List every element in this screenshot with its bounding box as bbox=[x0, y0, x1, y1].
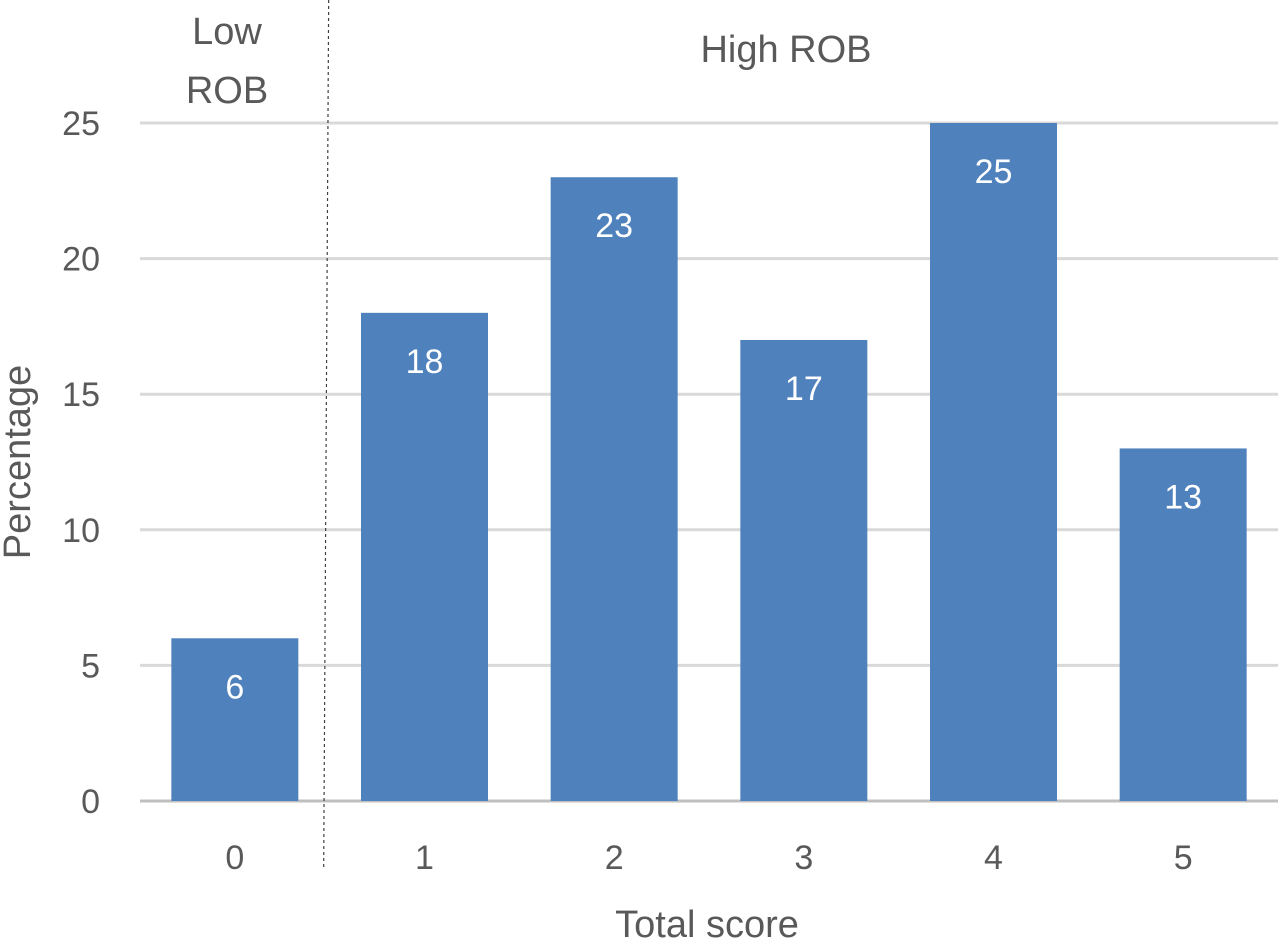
bar-3 bbox=[740, 339, 868, 801]
data-label-4: 25 bbox=[975, 153, 1013, 191]
y-axis-title: Percentage bbox=[0, 365, 39, 559]
x-tick-label-2: 2 bbox=[605, 839, 624, 877]
data-label-3: 17 bbox=[785, 370, 823, 408]
data-label-5: 13 bbox=[1164, 478, 1202, 516]
x-tick-label-1: 1 bbox=[415, 839, 434, 877]
x-tick-label-0: 0 bbox=[225, 839, 244, 877]
bar-5 bbox=[1119, 448, 1247, 801]
x-tick-label-3: 3 bbox=[794, 839, 813, 877]
bar-4 bbox=[930, 123, 1057, 801]
y-tick-label-15: 15 bbox=[62, 376, 100, 414]
y-tick-label-5: 5 bbox=[81, 647, 100, 685]
data-label-2: 23 bbox=[595, 207, 633, 245]
data-label-1: 18 bbox=[406, 343, 444, 381]
data-label-0: 6 bbox=[225, 668, 244, 706]
x-tick-label-4: 4 bbox=[984, 839, 1003, 877]
annotations: Low ROB High ROB bbox=[186, 0, 872, 871]
y-tick-label-25: 25 bbox=[62, 105, 100, 143]
x-axis-title: Total score bbox=[615, 904, 799, 941]
bar-1 bbox=[361, 312, 488, 801]
region-divider bbox=[323, 0, 330, 871]
region-label-high-rob: High ROB bbox=[700, 29, 871, 71]
y-tick-label-10: 10 bbox=[62, 512, 100, 550]
x-tick-label-5: 5 bbox=[1174, 839, 1193, 877]
region-label-low-rob: Low ROB bbox=[186, 11, 268, 112]
bar-0 bbox=[171, 638, 299, 801]
gridlines bbox=[140, 121, 1278, 803]
bars: 6 18 23 17 25 13 bbox=[171, 123, 1247, 802]
y-tick-label-0: 0 bbox=[81, 783, 100, 821]
bar-2 bbox=[550, 177, 678, 802]
y-tick-label-20: 20 bbox=[62, 241, 100, 279]
